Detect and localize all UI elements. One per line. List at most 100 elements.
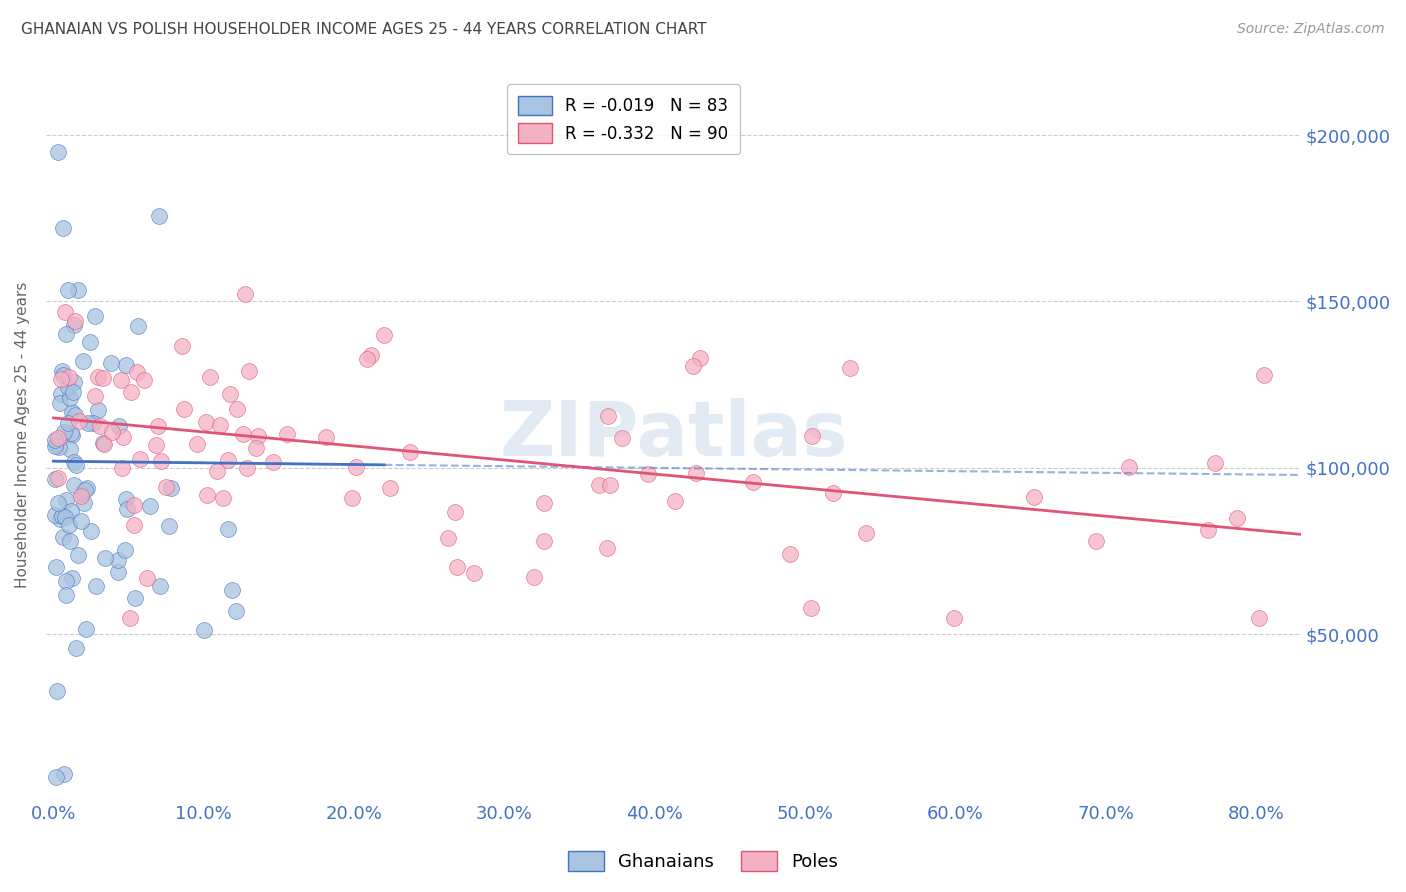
Point — [943, 610, 966, 624]
Point — [122, 498, 145, 512]
Point — [56, 283, 79, 297]
Point — [72, 485, 94, 500]
Point — [51, 221, 73, 235]
Point — [48, 441, 70, 455]
Point — [682, 359, 704, 374]
Point — [378, 481, 401, 495]
Point — [134, 373, 156, 387]
Point — [118, 610, 141, 624]
Point — [245, 441, 267, 455]
Point — [91, 435, 114, 450]
Point — [73, 496, 96, 510]
Point — [195, 488, 218, 502]
Point — [44, 508, 66, 523]
Point — [63, 409, 86, 423]
Point — [58, 369, 80, 384]
Point — [741, 475, 763, 489]
Point — [76, 481, 98, 495]
Point — [157, 519, 180, 533]
Point — [44, 472, 66, 486]
Point — [523, 570, 546, 584]
Point — [84, 579, 107, 593]
Point — [344, 459, 367, 474]
Point — [100, 356, 122, 370]
Point — [148, 209, 170, 223]
Point — [60, 504, 83, 518]
Point — [72, 353, 94, 368]
Point — [821, 486, 844, 500]
Y-axis label: Householder Income Ages 25 - 44 years: Householder Income Ages 25 - 44 years — [15, 281, 30, 588]
Point — [232, 426, 254, 441]
Point — [238, 364, 260, 378]
Point — [145, 438, 167, 452]
Point — [139, 499, 162, 513]
Point — [84, 389, 107, 403]
Point — [66, 549, 89, 563]
Point — [170, 339, 193, 353]
Point — [637, 467, 659, 481]
Point — [207, 464, 229, 478]
Point — [1253, 368, 1275, 382]
Point — [437, 531, 460, 545]
Point — [46, 496, 69, 510]
Point — [217, 522, 239, 536]
Point — [62, 375, 84, 389]
Point — [59, 533, 82, 548]
Point — [115, 491, 138, 506]
Point — [689, 351, 711, 365]
Point — [59, 391, 82, 405]
Point — [60, 404, 83, 418]
Legend: Ghanaians, Poles: Ghanaians, Poles — [561, 844, 845, 879]
Point — [111, 430, 134, 444]
Point — [73, 483, 96, 497]
Point — [67, 283, 90, 297]
Point — [839, 361, 862, 376]
Point — [55, 588, 77, 602]
Point — [65, 458, 87, 472]
Point — [63, 313, 86, 327]
Point — [44, 433, 66, 447]
Point — [664, 494, 686, 508]
Point — [52, 425, 75, 440]
Point — [46, 431, 69, 445]
Point — [84, 310, 107, 324]
Point — [599, 478, 621, 492]
Point — [596, 409, 619, 423]
Point — [533, 534, 555, 549]
Point — [127, 319, 149, 334]
Point — [779, 547, 801, 561]
Point — [150, 454, 173, 468]
Point — [800, 601, 823, 615]
Point — [399, 445, 422, 459]
Point — [129, 452, 152, 467]
Point — [221, 583, 243, 598]
Point — [208, 417, 231, 432]
Point — [1085, 534, 1108, 549]
Point — [685, 466, 707, 480]
Point — [52, 368, 75, 383]
Point — [110, 373, 132, 387]
Point — [217, 453, 239, 467]
Point — [51, 509, 73, 524]
Point — [193, 624, 215, 638]
Point — [233, 286, 256, 301]
Point — [356, 352, 378, 367]
Point — [136, 571, 159, 585]
Point — [93, 437, 115, 451]
Point — [80, 524, 103, 538]
Point — [315, 430, 337, 444]
Point — [1024, 491, 1046, 505]
Point — [110, 461, 132, 475]
Point — [79, 334, 101, 349]
Point — [148, 419, 170, 434]
Point — [276, 427, 298, 442]
Point — [63, 318, 86, 333]
Point — [44, 438, 66, 452]
Point — [55, 493, 77, 508]
Point — [55, 327, 77, 342]
Point — [49, 512, 72, 526]
Point — [463, 566, 485, 580]
Point — [1204, 456, 1226, 470]
Point — [45, 560, 67, 574]
Point — [107, 419, 129, 434]
